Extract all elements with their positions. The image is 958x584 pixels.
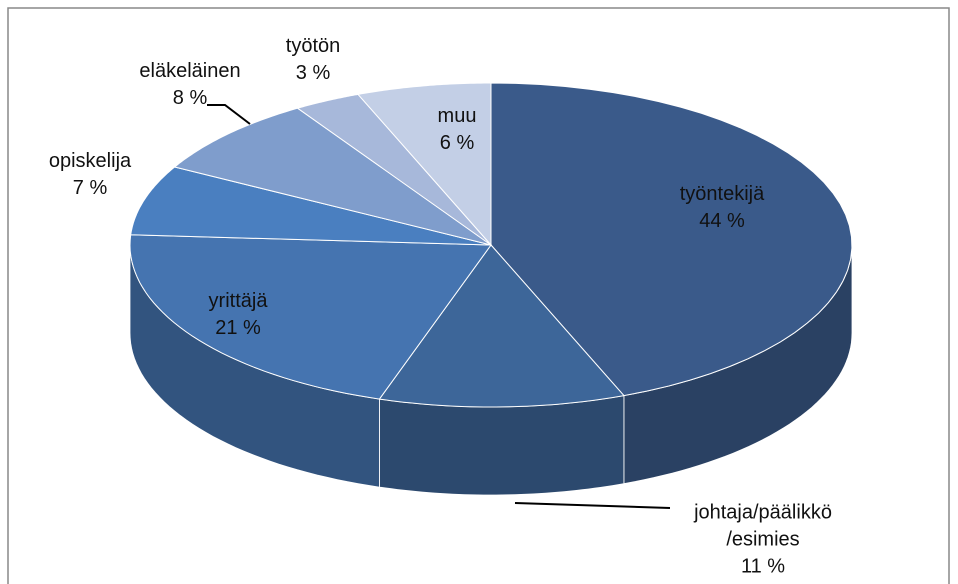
value-label: 21 % [215,317,261,339]
pie-slice [296,93,492,246]
pie-slice [490,82,853,397]
slice-label: työntekijä 44 % [680,181,765,235]
pie-slice [129,234,492,400]
pie-sides [129,244,853,496]
slice-label: työtön 3 % [286,33,340,87]
leader-line [207,104,251,125]
slice-label: johtaja/päälikkö/esimies 11 % [673,500,853,581]
value-label: 6 % [439,132,475,154]
category-label: yrittäjä [208,290,268,312]
pie-slice [130,166,492,246]
pie-slice [173,107,492,246]
category-label: johtaja/päälikkö/esimies [694,501,832,551]
frame [7,7,950,584]
value-label: 11 % [740,555,786,578]
category-label: opiskelija [48,150,132,172]
pie-tops [129,82,853,408]
slice-label: yrittäjä 21 % [209,288,268,342]
category-label: eläkeläinen [139,60,241,82]
pie-slice [357,82,492,247]
value-label: 3 % [295,62,331,84]
value-label: 44 % [699,210,745,232]
pie-slice [378,244,625,408]
category-label: muu [437,105,477,127]
category-label: työtön [285,35,341,57]
value-label: 7 % [72,177,108,199]
slice-label: eläkeläinen 8 % [139,58,240,112]
value-label: 8 % [172,87,208,109]
leader-line [514,502,671,509]
pie-side [379,395,625,496]
category-label: työntekijä [679,183,765,205]
slice-label: opiskelija 7 % [49,148,131,202]
slice-label: muu 6 % [438,103,477,157]
